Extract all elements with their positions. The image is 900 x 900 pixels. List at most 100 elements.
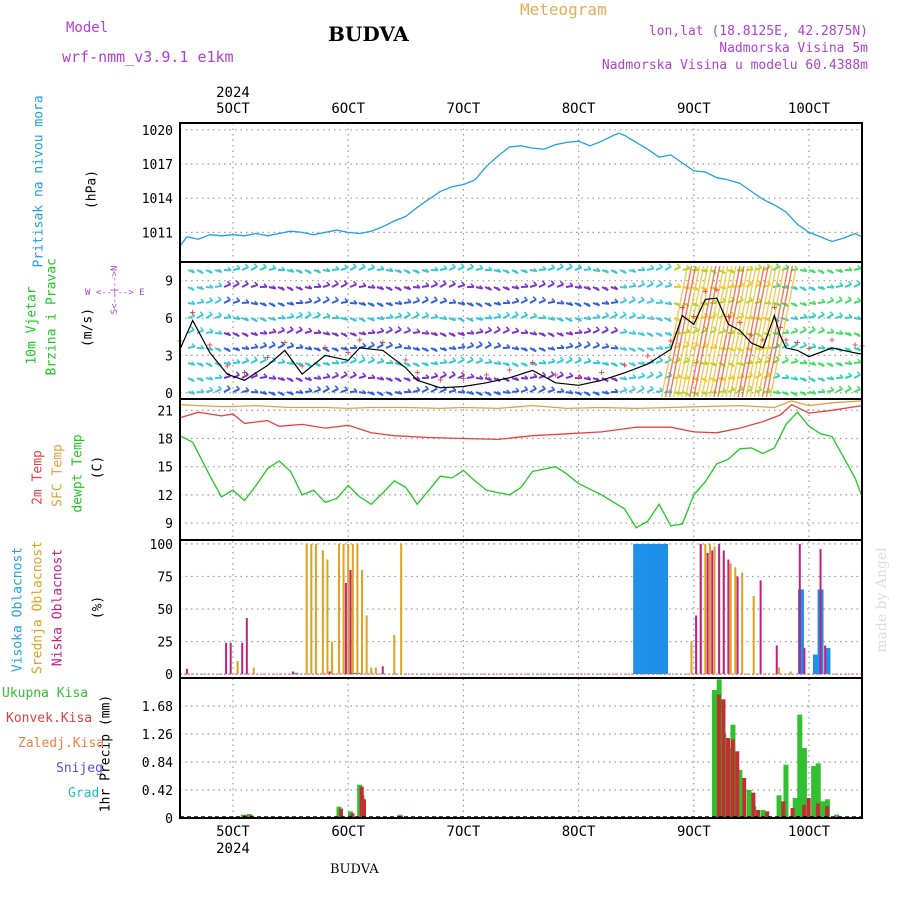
wind-barb-tick (658, 332, 663, 337)
wind-barb-tick (820, 362, 825, 367)
wind-barb (421, 298, 429, 304)
y-tick-label: 1014 (142, 192, 173, 207)
convective-rain-bar (790, 808, 795, 818)
wind-barb (205, 330, 214, 334)
wind-barb-tick (398, 300, 403, 305)
wind-barb-tick (280, 286, 285, 291)
wind-barb-tick (478, 302, 483, 307)
wind-barb-tick (308, 327, 313, 332)
wind-barb-tick (784, 302, 789, 307)
wind-barb-tick (667, 317, 672, 322)
wind-barb-tick (488, 266, 493, 271)
wind-barb-tick (263, 283, 268, 288)
wind-barb-tick (326, 281, 331, 286)
wind-rain-streak (737, 265, 765, 398)
wind-barb (376, 268, 385, 271)
wind-barb-tick (659, 345, 664, 350)
wind-barb-tick (830, 386, 835, 391)
wind-barb-tick (487, 341, 492, 346)
wind-barb-tick (406, 377, 411, 382)
wind-speed-line (179, 297, 863, 389)
wind-barb (655, 266, 663, 271)
wind-barb (268, 330, 277, 334)
y-tick-label: 1020 (142, 124, 173, 139)
wind-rain-streak (676, 265, 705, 398)
wind-barb (214, 314, 222, 319)
wind-barb-tick (227, 313, 232, 318)
wind-barb-tick (298, 269, 303, 274)
wind-barb (331, 387, 339, 393)
wind-barb-tick (730, 269, 736, 274)
wind-barb (790, 329, 798, 334)
wind-barb-tick (820, 326, 826, 331)
wind-barb (223, 375, 231, 379)
wind-barb-tick (793, 302, 798, 307)
wind-barb-tick (199, 269, 204, 274)
wind-barb-tick (595, 286, 600, 291)
cloud-mid-bar (752, 595, 755, 675)
wind-barb-tick (784, 356, 789, 361)
wind-barb-tick (542, 314, 547, 319)
wind-barb-tick (469, 356, 474, 361)
wind-barb-tick (235, 347, 241, 352)
wind-barb-tick (326, 312, 331, 317)
wind-barb-tick (227, 266, 232, 271)
wind-barb (844, 316, 853, 319)
wind-barb-tick (191, 390, 196, 395)
wind-barb-tick (263, 342, 268, 347)
wind-barb-tick (298, 311, 303, 316)
wind-gust-marker: + (437, 375, 443, 386)
wind-barb-tick (298, 377, 303, 382)
wind-barb-tick (641, 372, 646, 377)
wind-barb (187, 314, 195, 319)
wind-rain-streak (725, 265, 753, 398)
wind-barb (349, 265, 357, 271)
wind-barb-tick (569, 301, 574, 306)
sfc-temp-label: SFC Temp (50, 444, 66, 507)
cloud-high-bar (292, 672, 299, 675)
wind-barb-tick (308, 297, 313, 302)
wind-barb-tick (488, 314, 493, 319)
wind-barb-tick (263, 390, 268, 395)
wind-barb (538, 387, 546, 393)
wind-barb-tick (362, 331, 367, 336)
cloud-mid-bar (356, 543, 359, 675)
wind-barb-tick (442, 332, 447, 337)
wind-barb (196, 301, 205, 304)
model-elevation-text: Nadmorska Visina u modelu 60.4388m (601, 58, 868, 73)
convective-rain-bar (756, 810, 761, 818)
wind-barb-tick (254, 281, 259, 286)
wind-gust-marker: + (282, 337, 288, 348)
wind-barb-tick (443, 358, 448, 363)
cloud-mid-bar (704, 543, 707, 675)
wind-barb-tick (254, 331, 259, 336)
wind-barb-tick (226, 280, 232, 285)
wind-barb-tick (200, 298, 205, 303)
wind-barb-tick (803, 267, 808, 272)
wind-barb (412, 389, 421, 393)
y-tick-label: 75 (157, 570, 173, 585)
wind-barb-tick (532, 385, 537, 390)
wind-barb-tick (524, 375, 529, 380)
t2m-label: 2m Temp (30, 450, 46, 505)
wind-barb (844, 298, 852, 304)
legend-snow: Snijeg (56, 761, 103, 776)
wind-barb-tick (577, 341, 582, 346)
wind-barb (385, 344, 393, 349)
cloud-high-bar (633, 543, 640, 675)
wind-barb (340, 300, 349, 304)
total-rain-bar (783, 764, 789, 818)
wind-gust-marker: + (265, 352, 271, 363)
cloud-high-bar (662, 543, 669, 675)
wind-barb-tick (307, 362, 312, 367)
wind-barb-tick (271, 391, 276, 396)
wind-barb-tick (244, 263, 249, 268)
wind-rain-streak (741, 265, 769, 398)
wind-barb-tick (334, 280, 339, 285)
wind-rain-streak (749, 265, 777, 398)
wind-barb-tick (541, 347, 546, 352)
wind-barb-tick (442, 371, 447, 376)
wind-barb-tick (352, 263, 357, 268)
wind-barb-tick (299, 299, 304, 304)
wind-barb-tick (190, 269, 196, 274)
